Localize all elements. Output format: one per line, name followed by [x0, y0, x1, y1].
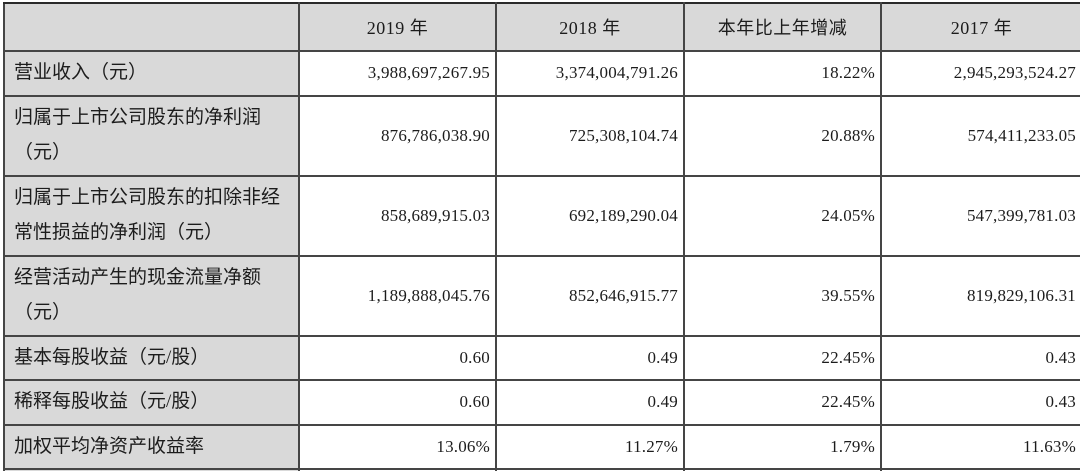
- value-2018: 725,308,104.74: [495, 94, 685, 177]
- table-row-basic-eps: 基本每股收益（元/股） 0.60 0.49 22.45% 0.43: [3, 334, 1080, 382]
- value-change: 20.88%: [683, 94, 882, 177]
- value-change: 22.45%: [683, 379, 882, 426]
- header-cell-2018: 2018 年: [495, 2, 685, 52]
- value-2018: 0.49: [495, 334, 685, 382]
- header-cell-2019: 2019 年: [298, 2, 497, 52]
- value-2017: 819,829,106.31: [880, 254, 1080, 337]
- value-change: 39.55%: [683, 254, 882, 337]
- value-change: 22.45%: [683, 334, 882, 382]
- value-2018: 852,646,915.77: [495, 254, 685, 337]
- table-row-net-profit-excl-nonrecurring: 归属于上市公司股东的扣除非经常性损益的净利润（元） 858,689,915.03…: [3, 174, 1080, 257]
- header-cell-blank: [3, 2, 300, 52]
- value-2018: 11.27%: [495, 423, 685, 471]
- value-2018: 3,374,004,791.26: [495, 50, 685, 97]
- table-row-weighted-avg-roe: 加权平均净资产收益率 13.06% 11.27% 1.79% 11.63%: [3, 423, 1080, 471]
- row-label: 基本每股收益（元/股）: [3, 334, 300, 382]
- value-change: 24.05%: [683, 174, 882, 257]
- table-row-partial-cutoff: [3, 468, 1080, 471]
- value-2019: 0.60: [298, 379, 497, 426]
- table-row-diluted-eps: 稀释每股收益（元/股） 0.60 0.49 22.45% 0.43: [3, 379, 1080, 426]
- value-2017: 0.43: [880, 334, 1080, 382]
- value-2019: 858,689,915.03: [298, 174, 497, 257]
- table-row-net-profit: 归属于上市公司股东的净利润（元） 876,786,038.90 725,308,…: [3, 94, 1080, 177]
- row-label: 归属于上市公司股东的扣除非经常性损益的净利润（元）: [3, 174, 300, 257]
- value-2019: 1,189,888,045.76: [298, 254, 497, 337]
- value-change: 1.79%: [683, 423, 882, 471]
- value-2017: 574,411,233.05: [880, 94, 1080, 177]
- value-2017: 11.63%: [880, 423, 1080, 471]
- value-change: 18.22%: [683, 50, 882, 97]
- value-2017: 547,399,781.03: [880, 174, 1080, 257]
- value-2019: 0.60: [298, 334, 497, 382]
- value-2017: 0.43: [880, 379, 1080, 426]
- value-2019: 13.06%: [298, 423, 497, 471]
- table-row-operating-cash-flow: 经营活动产生的现金流量净额（元） 1,189,888,045.76 852,64…: [3, 254, 1080, 337]
- header-cell-change: 本年比上年增减: [683, 2, 882, 52]
- row-label: 稀释每股收益（元/股）: [3, 379, 300, 426]
- financial-summary-table: 2019 年 2018 年 本年比上年增减 2017 年 营业收入（元） 3,9…: [3, 2, 1080, 471]
- row-label: 经营活动产生的现金流量净额（元）: [3, 254, 300, 337]
- value-2019: 876,786,038.90: [298, 94, 497, 177]
- row-label: 归属于上市公司股东的净利润（元）: [3, 94, 300, 177]
- header-cell-2017: 2017 年: [880, 2, 1080, 52]
- row-label: 加权平均净资产收益率: [3, 423, 300, 471]
- table-row-revenue: 营业收入（元） 3,988,697,267.95 3,374,004,791.2…: [3, 50, 1080, 97]
- row-label: 营业收入（元）: [3, 50, 300, 97]
- value-2018: 692,189,290.04: [495, 174, 685, 257]
- header-row: 2019 年 2018 年 本年比上年增减 2017 年: [3, 2, 1080, 52]
- row-label: [3, 468, 300, 471]
- value-2019: 3,988,697,267.95: [298, 50, 497, 97]
- value-2017: 2,945,293,524.27: [880, 50, 1080, 97]
- value-2018: 0.49: [495, 379, 685, 426]
